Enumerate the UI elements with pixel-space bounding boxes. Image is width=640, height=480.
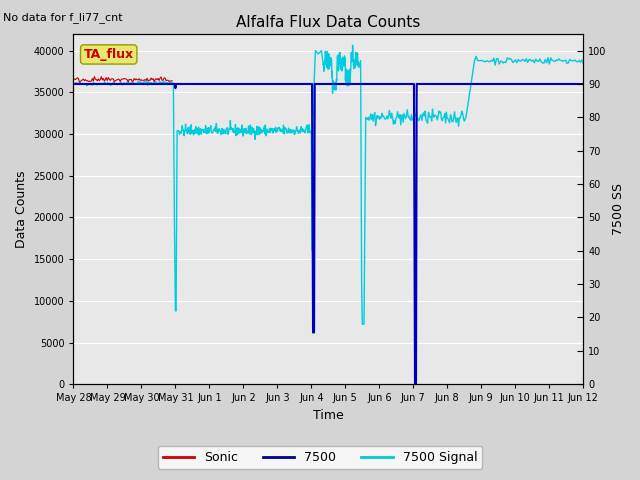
X-axis label: Time: Time bbox=[313, 409, 344, 422]
Legend: Sonic, 7500, 7500 Signal: Sonic, 7500, 7500 Signal bbox=[158, 446, 482, 469]
Y-axis label: 7500 SS: 7500 SS bbox=[612, 183, 625, 235]
Text: No data for f_li77_cnt: No data for f_li77_cnt bbox=[3, 12, 123, 23]
Text: TA_flux: TA_flux bbox=[84, 48, 134, 61]
Title: Alfalfa Flux Data Counts: Alfalfa Flux Data Counts bbox=[236, 15, 420, 30]
Y-axis label: Data Counts: Data Counts bbox=[15, 170, 28, 248]
